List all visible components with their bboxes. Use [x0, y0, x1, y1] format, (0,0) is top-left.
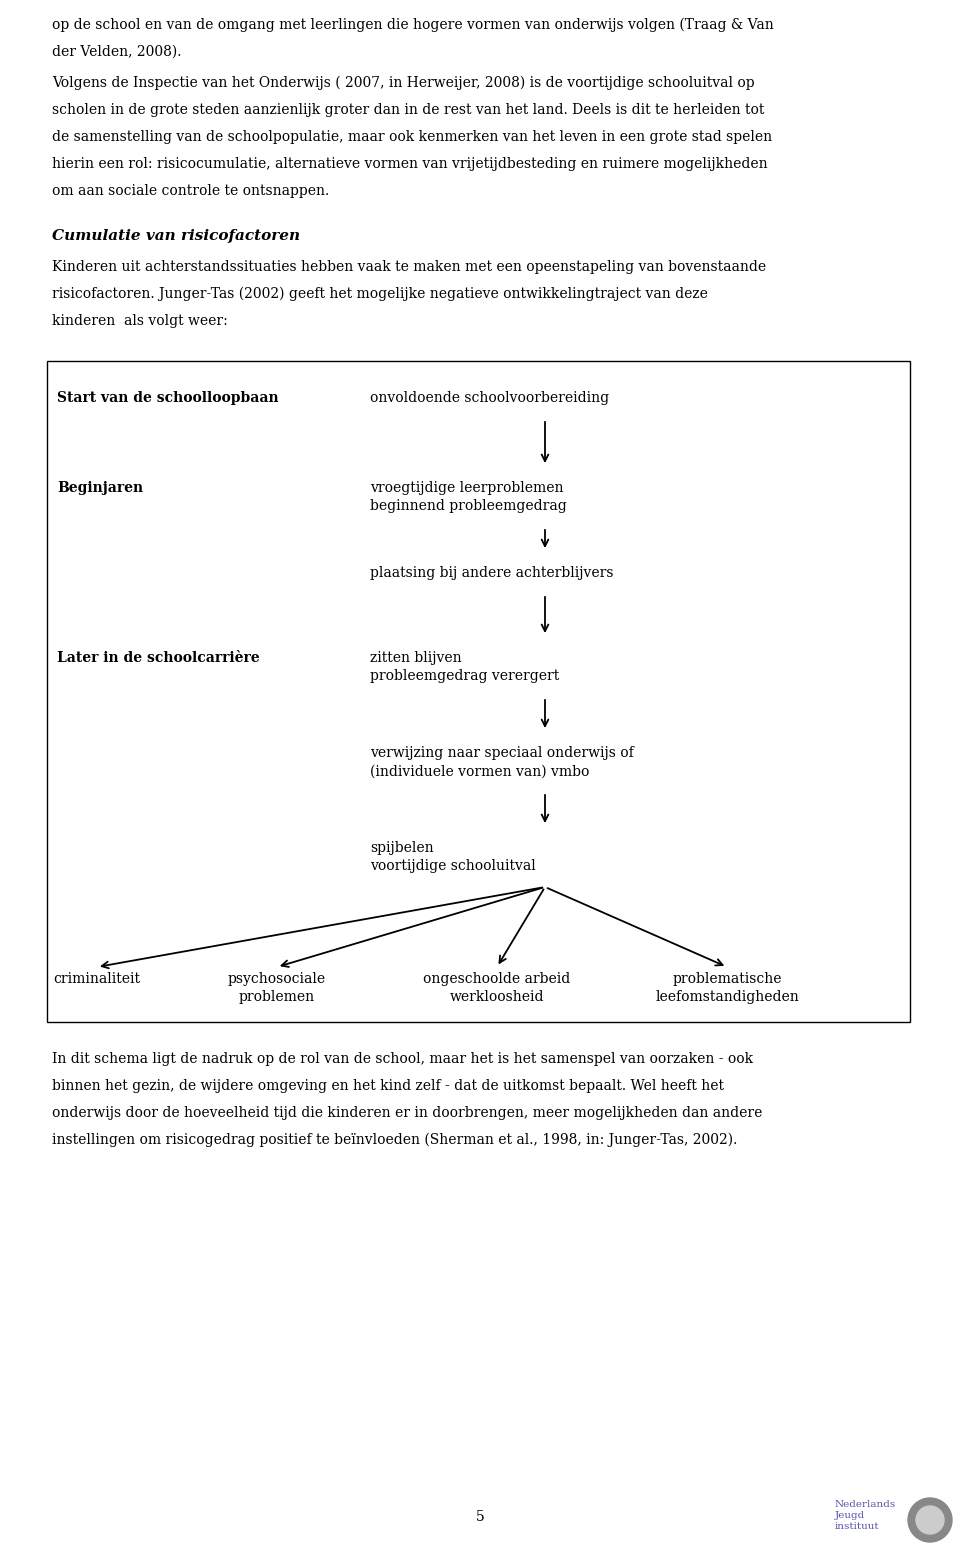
Circle shape	[916, 1506, 944, 1534]
Text: Cumulatie van risicofactoren: Cumulatie van risicofactoren	[52, 229, 300, 243]
Text: Start van de schoolloopbaan: Start van de schoolloopbaan	[57, 392, 278, 406]
Text: hierin een rol: risicocumulatie, alternatieve vormen van vrijetijdbesteding en r: hierin een rol: risicocumulatie, alterna…	[52, 156, 768, 170]
Text: onvoldoende schoolvoorbereiding: onvoldoende schoolvoorbereiding	[370, 392, 610, 406]
Text: kinderen  als volgt weer:: kinderen als volgt weer:	[52, 314, 228, 328]
Bar	[47, 361, 910, 1022]
Text: problematische
leefomstandigheden: problematische leefomstandigheden	[655, 972, 799, 1005]
Text: Kinderen uit achterstandssituaties hebben vaak te maken met een opeenstapeling v: Kinderen uit achterstandssituaties hebbe…	[52, 260, 766, 274]
Text: zitten blijven
probleemgedrag verergert: zitten blijven probleemgedrag verergert	[370, 652, 560, 683]
Text: onderwijs door de hoeveelheid tijd die kinderen er in doorbrengen, meer mogelijk: onderwijs door de hoeveelheid tijd die k…	[52, 1105, 762, 1121]
Text: risicofactoren. Junger-Tas (2002) geeft het mogelijke negatieve ontwikkelingtraj: risicofactoren. Junger-Tas (2002) geeft …	[52, 286, 708, 302]
Text: verwijzing naar speciaal onderwijs of
(individuele vormen van) vmbo: verwijzing naar speciaal onderwijs of (i…	[370, 746, 634, 779]
Text: 5: 5	[475, 1509, 485, 1523]
Text: Nederlands
Jeugd
instituut: Nederlands Jeugd instituut	[835, 1500, 897, 1531]
Text: om aan sociale controle te ontsnappen.: om aan sociale controle te ontsnappen.	[52, 184, 329, 198]
Text: de samenstelling van de schoolpopulatie, maar ook kenmerken van het leven in een: de samenstelling van de schoolpopulatie,…	[52, 130, 772, 144]
Text: der Velden, 2008).: der Velden, 2008).	[52, 45, 181, 59]
Text: op de school en van de omgang met leerlingen die hogere vormen van onderwijs vol: op de school en van de omgang met leerli…	[52, 19, 774, 33]
Text: Volgens de Inspectie van het Onderwijs ( 2007, in Herweijer, 2008) is de voortij: Volgens de Inspectie van het Onderwijs (…	[52, 76, 755, 90]
Circle shape	[908, 1498, 952, 1542]
Text: binnen het gezin, de wijdere omgeving en het kind zelf - dat de uitkomst bepaalt: binnen het gezin, de wijdere omgeving en…	[52, 1079, 724, 1093]
Text: psychosociale
problemen: psychosociale problemen	[228, 972, 326, 1005]
Text: instellingen om risicogedrag positief te beïnvloeden (Sherman et al., 1998, in: : instellingen om risicogedrag positief te…	[52, 1133, 737, 1147]
Text: In dit schema ligt de nadruk op de rol van de school, maar het is het samenspel : In dit schema ligt de nadruk op de rol v…	[52, 1053, 754, 1067]
Text: Later in de schoolcarrière: Later in de schoolcarrière	[57, 652, 259, 666]
Text: scholen in de grote steden aanzienlijk groter dan in de rest van het land. Deels: scholen in de grote steden aanzienlijk g…	[52, 104, 764, 118]
Text: vroegtijdige leerproblemen
beginnend probleemgedrag: vroegtijdige leerproblemen beginnend pro…	[370, 481, 566, 514]
Text: ongeschoolde arbeid
werkloosheid: ongeschoolde arbeid werkloosheid	[423, 972, 570, 1005]
Text: spijbelen
voortijdige schooluitval: spijbelen voortijdige schooluitval	[370, 841, 536, 873]
Text: plaatsing bij andere achterblijvers: plaatsing bij andere achterblijvers	[370, 567, 613, 580]
Text: Beginjaren: Beginjaren	[57, 481, 143, 495]
Text: criminaliteit: criminaliteit	[54, 972, 140, 986]
